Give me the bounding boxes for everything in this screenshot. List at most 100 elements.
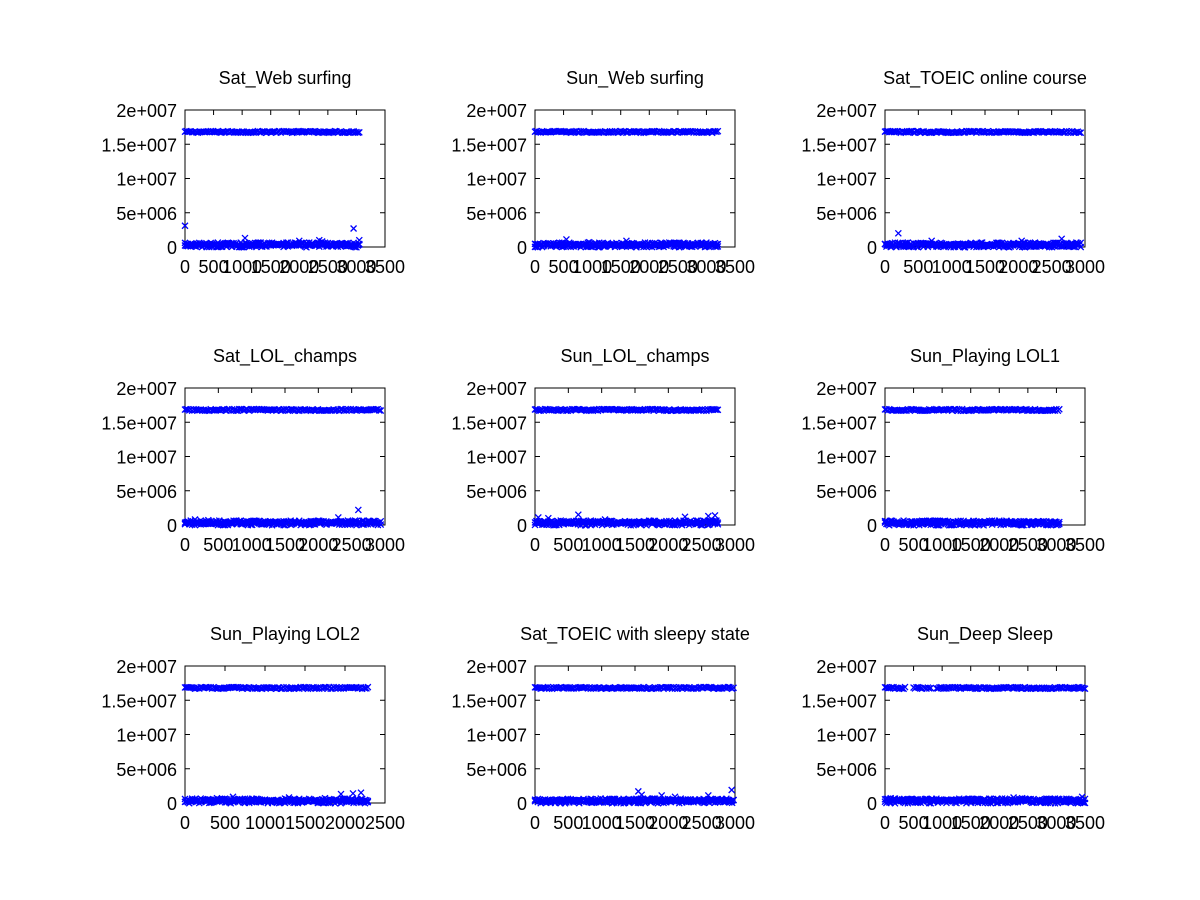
- low-band-point: [608, 795, 616, 803]
- y-tick-label: 0: [517, 516, 527, 536]
- x-tick-label: 0: [880, 257, 890, 277]
- outlier-point: [285, 794, 293, 801]
- low-band-point: [372, 519, 380, 527]
- outlier-point: [622, 237, 630, 245]
- y-tick-label: 1.5e+007: [101, 413, 177, 433]
- y-tick-label: 0: [167, 794, 177, 814]
- outlier-point: [181, 222, 189, 230]
- low-band-point: [672, 239, 680, 247]
- y-tick-label: 5e+006: [116, 760, 177, 780]
- x-tick-label: 0: [880, 535, 890, 555]
- outlier-point: [704, 792, 712, 799]
- chart-panel: Sun_LOL_champs 0 5e+006 1e+007 1.5e+007 2e+00…: [451, 346, 755, 555]
- outlier-point: [241, 234, 249, 242]
- x-tick-label: 0: [530, 813, 540, 833]
- outlier-point: [894, 229, 902, 237]
- x-tick-label: 2000: [998, 257, 1038, 277]
- y-tick-label: 1e+007: [816, 170, 877, 190]
- y-tick-label: 1.5e+007: [801, 135, 877, 155]
- chart-panel: Sat_TOEIC with sleepy state 0 5e+006 1e+007…: [451, 624, 755, 833]
- low-band-point: [714, 240, 722, 248]
- x-tick-label: 500: [903, 257, 933, 277]
- outlier-point: [318, 238, 326, 245]
- low-band-point: [317, 517, 325, 525]
- low-band-point: [208, 519, 216, 527]
- x-tick-label: 500: [553, 813, 583, 833]
- outlier-point: [213, 794, 221, 802]
- x-tick-label: 3000: [336, 257, 376, 277]
- outlier-point: [928, 237, 936, 245]
- high-band-point: [355, 128, 363, 136]
- x-tick-label: 3000: [715, 813, 755, 833]
- x-tick-label: 2000: [648, 813, 688, 833]
- high-band-point: [714, 406, 722, 414]
- outlier-point: [544, 514, 552, 522]
- y-tick-label: 5e+006: [116, 482, 177, 502]
- x-tick-label: 3500: [1065, 813, 1105, 833]
- y-tick-label: 1e+007: [466, 726, 527, 746]
- x-tick-label: 3000: [1036, 813, 1076, 833]
- y-tick-label: 5e+006: [816, 482, 877, 502]
- outlier-point: [970, 517, 978, 525]
- x-tick-label: 2000: [629, 257, 669, 277]
- y-tick-label: 0: [867, 238, 877, 258]
- x-tick-label: 500: [210, 813, 240, 833]
- low-band-point: [582, 796, 590, 804]
- outlier-point: [932, 517, 940, 525]
- high-band-point: [940, 685, 948, 693]
- low-band-point: [580, 240, 588, 248]
- outlier-point: [711, 511, 719, 519]
- chart-title: Sat_TOEIC with sleepy state: [520, 624, 750, 645]
- x-tick-label: 1000: [232, 535, 272, 555]
- x-tick-label: 2000: [325, 813, 365, 833]
- x-tick-label: 1000: [582, 535, 622, 555]
- x-tick-label: 0: [180, 257, 190, 277]
- x-tick-label: 3500: [715, 257, 755, 277]
- x-tick-label: 3000: [715, 535, 755, 555]
- x-tick-label: 2500: [682, 535, 722, 555]
- y-tick-label: 0: [167, 516, 177, 536]
- outlier-point: [1035, 518, 1043, 526]
- x-tick-label: 3000: [1065, 257, 1105, 277]
- outlier-point: [658, 792, 666, 799]
- chart-title: Sun_LOL_champs: [560, 346, 709, 367]
- chart-title: Sun_Playing LOL2: [210, 624, 360, 645]
- y-tick-label: 0: [167, 238, 177, 258]
- y-tick-label: 2e+007: [116, 657, 177, 677]
- outlier-point: [1018, 237, 1026, 245]
- y-tick-label: 2e+007: [116, 101, 177, 121]
- y-tick-label: 1.5e+007: [801, 691, 877, 711]
- outlier-point: [337, 790, 345, 798]
- outlier-point: [728, 786, 736, 794]
- low-band-point: [730, 796, 738, 804]
- x-tick-label: 1000: [222, 257, 262, 277]
- outlier-point: [321, 794, 329, 802]
- x-tick-label: 1500: [615, 813, 655, 833]
- x-tick-label: 3000: [365, 535, 405, 555]
- low-band-point: [531, 240, 539, 248]
- y-tick-label: 0: [867, 794, 877, 814]
- x-tick-label: 2000: [979, 535, 1019, 555]
- high-band-point: [901, 683, 909, 691]
- x-tick-label: 2000: [279, 257, 319, 277]
- y-tick-label: 2e+007: [466, 379, 527, 399]
- outlier-point: [1058, 235, 1066, 243]
- outlier-point: [251, 517, 259, 525]
- outlier-point: [601, 516, 609, 523]
- x-tick-label: 3500: [365, 257, 405, 277]
- high-band-point: [375, 406, 383, 414]
- y-tick-label: 5e+006: [466, 204, 527, 224]
- chart-title: Sat_TOEIC online course: [883, 68, 1087, 89]
- x-tick-label: 1000: [922, 535, 962, 555]
- low-band-point: [1051, 239, 1059, 247]
- chart-title: Sun_Playing LOL1: [910, 346, 1060, 367]
- y-tick-label: 1.5e+007: [451, 135, 527, 155]
- x-tick-label: 1500: [615, 535, 655, 555]
- outlier-point: [357, 789, 365, 797]
- x-tick-label: 1000: [932, 257, 972, 277]
- y-tick-label: 1.5e+007: [101, 135, 177, 155]
- x-tick-label: 2500: [682, 813, 722, 833]
- high-band-point: [714, 127, 722, 135]
- chart-title: Sat_LOL_champs: [213, 346, 357, 367]
